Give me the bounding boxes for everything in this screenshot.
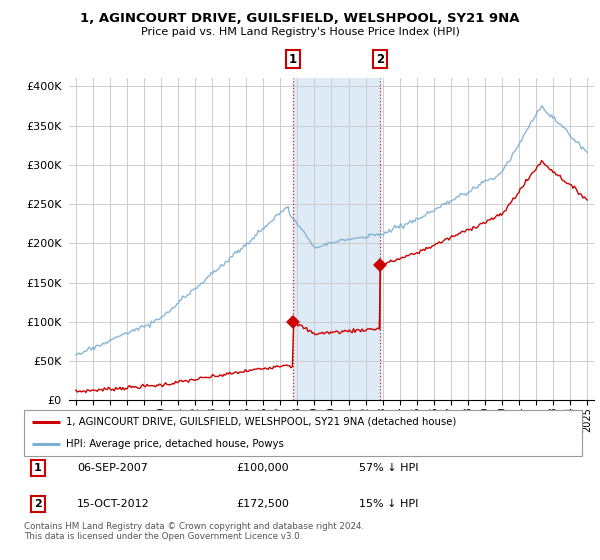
Text: £100,000: £100,000 xyxy=(236,463,289,473)
Text: 06-SEP-2007: 06-SEP-2007 xyxy=(77,463,148,473)
Text: 1, AGINCOURT DRIVE, GUILSFIELD, WELSHPOOL, SY21 9NA: 1, AGINCOURT DRIVE, GUILSFIELD, WELSHPOO… xyxy=(80,12,520,25)
Text: Price paid vs. HM Land Registry's House Price Index (HPI): Price paid vs. HM Land Registry's House … xyxy=(140,27,460,37)
Text: 1: 1 xyxy=(289,53,297,66)
FancyBboxPatch shape xyxy=(24,410,582,456)
Text: 15% ↓ HPI: 15% ↓ HPI xyxy=(359,499,418,509)
Text: 15-OCT-2012: 15-OCT-2012 xyxy=(77,499,150,509)
Text: 1, AGINCOURT DRIVE, GUILSFIELD, WELSHPOOL, SY21 9NA (detached house): 1, AGINCOURT DRIVE, GUILSFIELD, WELSHPOO… xyxy=(66,417,456,427)
Text: HPI: Average price, detached house, Powys: HPI: Average price, detached house, Powy… xyxy=(66,438,284,449)
Text: Contains HM Land Registry data © Crown copyright and database right 2024.
This d: Contains HM Land Registry data © Crown c… xyxy=(24,522,364,542)
Text: 57% ↓ HPI: 57% ↓ HPI xyxy=(359,463,418,473)
Text: 2: 2 xyxy=(376,53,384,66)
Bar xyxy=(293,78,380,400)
Text: 1: 1 xyxy=(34,463,42,473)
Text: 2: 2 xyxy=(34,499,42,509)
Text: £172,500: £172,500 xyxy=(236,499,289,509)
